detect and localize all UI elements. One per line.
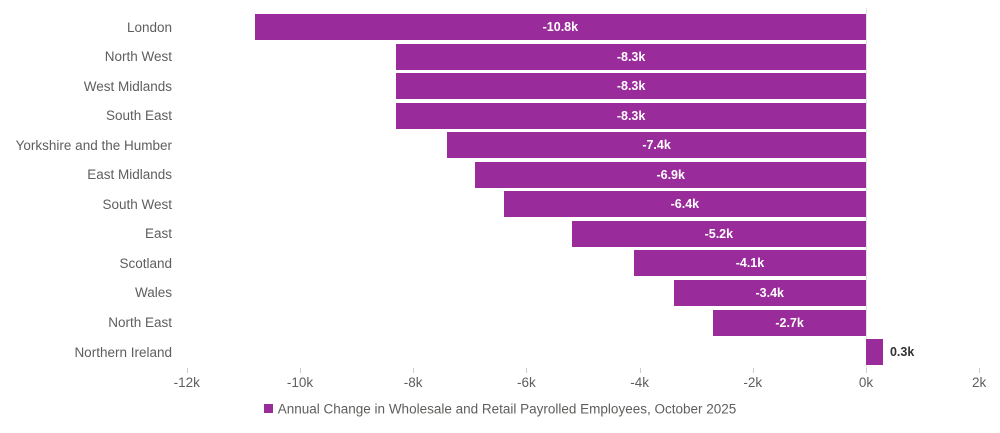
x-axis-tick-label: -6k [517,375,536,390]
category-label: Yorkshire and the Humber [15,137,172,153]
x-axis-tick-label: -4k [630,375,649,390]
legend-label: Annual Change in Wholesale and Retail Pa… [277,401,737,417]
x-axis-tick-label: -2k [743,375,763,390]
x-axis-tick [639,368,641,373]
category-label: Wales [134,285,172,301]
bar[interactable] [633,250,866,277]
bar[interactable] [503,191,866,218]
category-label: Northern Ireland [74,344,172,360]
x-axis-tick [979,368,981,373]
category-label: South East [105,108,172,124]
x-axis-tick [866,368,867,373]
category-label: Scotland [119,255,172,271]
x-axis-tick-label: -8k [403,375,423,390]
bar[interactable] [673,279,866,306]
category-label: North West [104,49,172,65]
legend-swatch-icon [263,403,273,413]
category-label: South West [102,196,172,212]
x-axis-tick-label: -10k [286,375,314,390]
x-axis-tick-label: 0k [858,375,874,390]
bar[interactable] [713,309,866,336]
zero-axis-line [866,8,867,373]
category-label: East [144,226,172,242]
category-label: North East [108,315,172,330]
x-axis-tick [413,368,415,373]
x-axis-tick [752,368,754,373]
bar[interactable] [475,161,866,188]
bar[interactable] [571,220,866,247]
category-label: East Midlands [87,167,172,183]
category-label: West Midlands [83,78,172,94]
x-axis-tick [526,368,528,373]
bar[interactable] [396,102,866,129]
x-axis-tick-label: -12k [173,375,200,390]
x-axis-tick [186,368,188,373]
bar-value-label: 0.3k [889,345,915,360]
bar[interactable] [866,339,883,366]
bar[interactable] [254,14,866,40]
x-axis-tick-label: 2k [972,375,987,390]
legend[interactable]: Annual Change in Wholesale and Retail Pa… [0,401,1000,417]
bar[interactable] [447,132,866,159]
bar[interactable] [396,73,866,100]
bar[interactable] [396,43,866,70]
x-axis-tick [300,368,301,373]
category-label: London [126,19,172,35]
